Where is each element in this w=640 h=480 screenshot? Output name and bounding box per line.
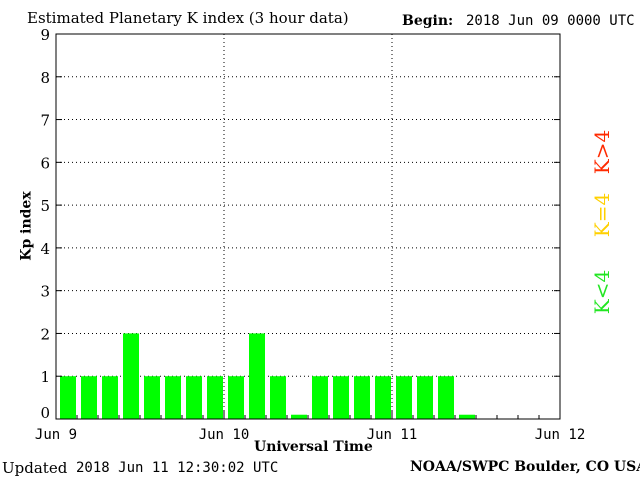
y-tick-label: 3	[40, 283, 50, 301]
y-tick-label: 9	[40, 26, 50, 44]
kp-bar	[396, 376, 412, 419]
y-tick-label: 4	[40, 240, 50, 258]
kp-bar	[270, 376, 286, 419]
legend-k-lt4: K<4	[590, 269, 614, 315]
bars	[60, 333, 475, 419]
kp-bar	[228, 376, 244, 419]
credit: NOAA/SWPC Boulder, CO USA	[410, 459, 640, 475]
kp-bar	[375, 376, 391, 419]
x-tick-label: Jun 11	[367, 427, 418, 443]
kp-bar	[123, 333, 139, 419]
begin-label: Begin:	[402, 13, 454, 29]
x-tick-label: Jun 9	[35, 427, 77, 443]
kp-bar	[459, 414, 475, 419]
kp-bar	[60, 376, 76, 419]
begin-value: 2018 Jun 09 0000 UTC	[466, 13, 635, 29]
y-ticks: 0 1 2 3 4 5 6 7 8 9	[40, 26, 560, 422]
kp-bar	[144, 376, 160, 419]
kp-bar	[438, 376, 454, 419]
chart-title: Estimated Planetary K index (3 hour data…	[27, 9, 349, 27]
x-tick-label: Jun 10	[199, 427, 250, 443]
x-ticks: Jun 9 Jun 10 Jun 11 Jun 12	[35, 411, 585, 443]
legend-k-gt4: K>4	[590, 129, 614, 175]
updated-label: Updated	[2, 459, 68, 477]
kp-bar	[312, 376, 328, 419]
kp-bar	[81, 376, 97, 419]
updated-value: 2018 Jun 11 12:30:02 UTC	[76, 460, 279, 476]
kp-bar	[354, 376, 370, 419]
y-tick-label: 1	[40, 368, 50, 386]
kp-bar	[417, 376, 433, 419]
kp-bar	[333, 376, 349, 419]
y-tick-label: 7	[40, 112, 50, 130]
y-tick-label: 2	[40, 325, 50, 343]
kp-bar	[249, 333, 265, 419]
kp-bar	[102, 376, 118, 419]
kp-bar	[165, 376, 181, 419]
grid-lines	[56, 34, 560, 419]
x-tick-label: Jun 12	[535, 427, 586, 443]
y-tick-label: 0	[40, 404, 50, 422]
y-tick-label: 6	[40, 154, 50, 172]
y-tick-label: 8	[40, 69, 50, 87]
y-tick-label: 5	[40, 197, 50, 215]
kp-bar	[186, 376, 202, 419]
kp-bar	[291, 414, 307, 419]
y-axis-label: Kp index	[18, 191, 35, 261]
legend-k-eq4: K=4	[590, 192, 614, 238]
x-axis-label: Universal Time	[254, 439, 373, 455]
kp-bar	[207, 376, 223, 419]
